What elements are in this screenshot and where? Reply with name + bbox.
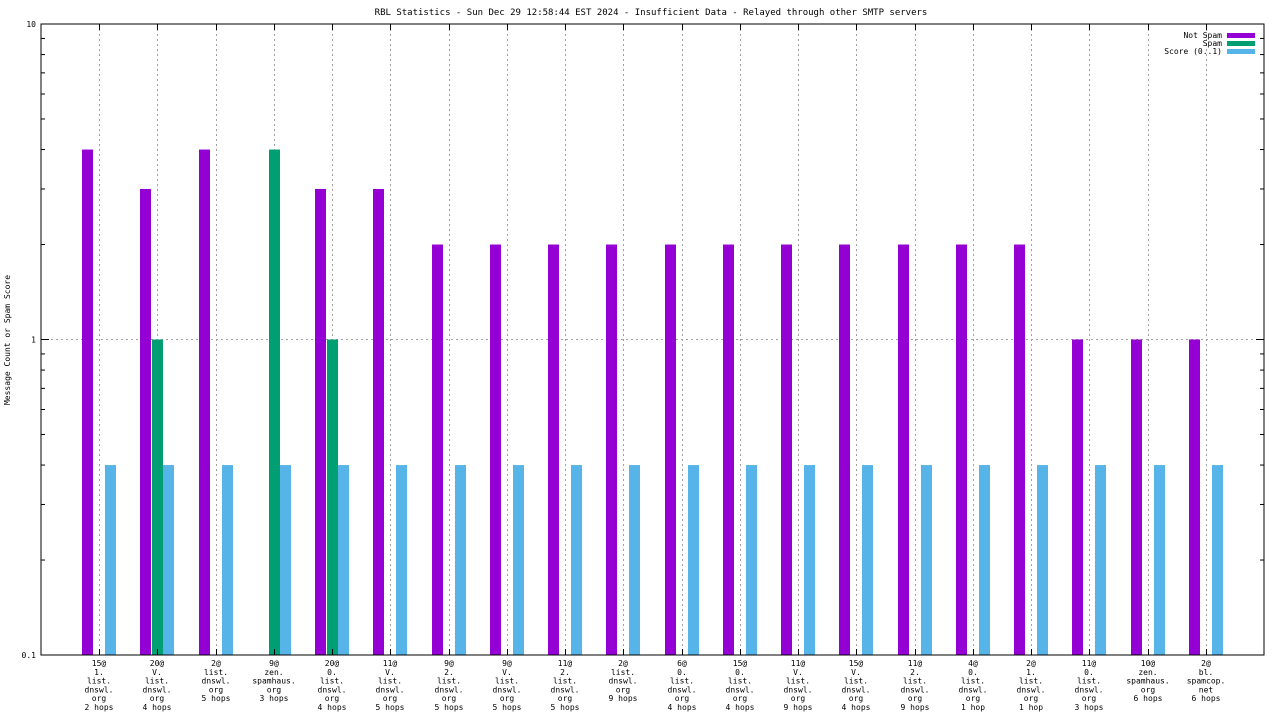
bar-not-spam (956, 244, 967, 656)
y-tick-label: 0.1 (22, 651, 37, 660)
x-tick-label: 11@ V. list. dnswl. org 5 hops (376, 659, 405, 712)
x-tick-label: 15@ V. list. dnswl. org 4 hops (842, 659, 871, 712)
bars-layer (82, 149, 1223, 656)
x-tick-label: 20@ 0. list. dnswl. org 4 hops (318, 659, 347, 712)
bar-not-spam (432, 244, 443, 656)
x-tick-label: 11@ 2. list. dnswl. org 9 hops (901, 659, 930, 712)
bar-not-spam (373, 188, 384, 655)
bar-score-0-1 (280, 465, 291, 655)
x-tick-label: 2@ list. dnswl. org 9 hops (609, 659, 638, 703)
x-tick-label: 20@ V. list. dnswl. org 4 hops (143, 659, 172, 712)
y-axis-label: Message Count or Spam Score (3, 275, 12, 405)
bar-spam (152, 339, 163, 655)
x-tick-label: 2@ list. dnswl. org 5 hops (202, 659, 231, 703)
bar-not-spam (548, 244, 559, 656)
x-tick-label: 4@ 0. list. dnswl. org 1 hop (959, 659, 988, 712)
bar-score-0-1 (105, 465, 116, 655)
x-tick-label: 11@ 0. list. dnswl. org 3 hops (1075, 659, 1104, 712)
x-tick-label: 9@ 2. list. dnswl. org 5 hops (435, 659, 464, 712)
bar-score-0-1 (338, 465, 349, 655)
x-tick-label: 9@ V. list. dnswl. org 5 hops (493, 659, 522, 712)
legend-label: Not Spam (1183, 31, 1222, 40)
x-tick-label: 6@ 0. list. dnswl. org 4 hops (668, 659, 697, 712)
bar-score-0-1 (862, 465, 873, 655)
bar-score-0-1 (746, 465, 757, 655)
bar-score-0-1 (1212, 465, 1223, 655)
legend-swatch (1227, 33, 1255, 38)
bar-score-0-1 (1095, 465, 1106, 655)
y-tick-label: 10 (26, 20, 36, 29)
bar-not-spam (315, 188, 326, 655)
legend-label: Score (0..1) (1164, 47, 1222, 56)
ticks-layer (41, 24, 1264, 656)
bar-score-0-1 (571, 465, 582, 655)
bar-score-0-1 (979, 465, 990, 655)
x-tick-label: 15@ 1. list. dnswl. org 2 hops (85, 659, 114, 712)
bar-score-0-1 (163, 465, 174, 655)
bar-score-0-1 (396, 465, 407, 655)
chart-title: RBL Statistics - Sun Dec 29 12:58:44 EST… (375, 8, 928, 18)
bar-score-0-1 (804, 465, 815, 655)
x-tick-label: 11@ 2. list. dnswl. org 5 hops (551, 659, 580, 712)
x-tick-label: 9@ zen. spamhaus. org 3 hops (252, 659, 295, 703)
bar-not-spam (1131, 339, 1142, 655)
bar-score-0-1 (921, 465, 932, 655)
y-tick-label: 1 (31, 336, 36, 345)
bar-not-spam (839, 244, 850, 656)
bar-not-spam (140, 188, 151, 655)
bar-score-0-1 (688, 465, 699, 655)
bar-score-0-1 (1037, 465, 1048, 655)
bar-score-0-1 (629, 465, 640, 655)
labels-layer: 0.1 1 10 15@ 1. list. dnswl. org 2 hops 20@ V. list… (22, 20, 1226, 712)
x-tick-label: 2@ bl. spamcop. net 6 hops (1187, 659, 1226, 703)
bar-spam (269, 149, 280, 655)
bar-not-spam (665, 244, 676, 656)
bar-score-0-1 (513, 465, 524, 655)
bar-not-spam (199, 149, 210, 655)
bar-not-spam (1189, 339, 1200, 655)
legend-label: Spam (1203, 39, 1222, 48)
bar-spam (327, 339, 338, 655)
bar-not-spam (1014, 244, 1025, 656)
x-tick-label: 2@ 1. list. dnswl. org 1 hop (1017, 659, 1046, 712)
bar-not-spam (781, 244, 792, 656)
bar-not-spam (82, 149, 93, 655)
bar-not-spam (898, 244, 909, 656)
bar-score-0-1 (222, 465, 233, 655)
bar-not-spam (1072, 339, 1083, 655)
bar-not-spam (606, 244, 617, 656)
bar-score-0-1 (1154, 465, 1165, 655)
legend-swatch (1227, 49, 1255, 54)
x-tick-label: 15@ 0. list. dnswl. org 4 hops (726, 659, 755, 712)
x-tick-label: 10@ zen. spamhaus. org 6 hops (1126, 659, 1169, 703)
bar-not-spam (723, 244, 734, 656)
x-tick-label: 11@ V. list. dnswl. org 9 hops (784, 659, 813, 712)
legend-swatch (1227, 41, 1255, 46)
bar-score-0-1 (455, 465, 466, 655)
bar-not-spam (490, 244, 501, 656)
